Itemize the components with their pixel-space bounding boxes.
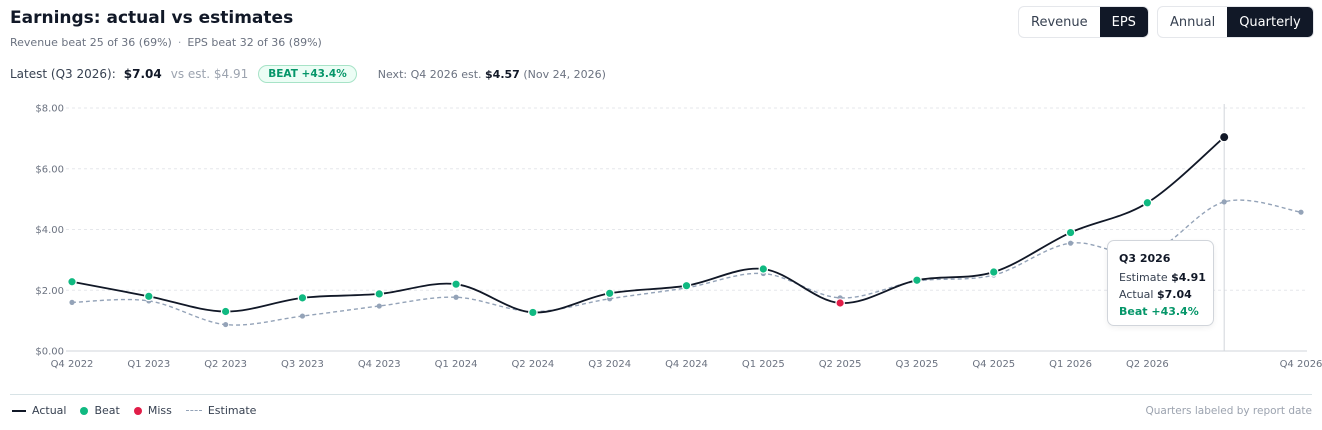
legend-actual-swatch: [12, 409, 26, 412]
latest-label: Latest (Q3 2026):: [10, 67, 116, 81]
tooltip-result: Beat +43.4%: [1119, 305, 1199, 318]
chart-grid: [66, 107, 1307, 352]
eps-beat-summary: EPS beat 32 of 36 (89%): [187, 36, 322, 49]
actual-point-beat: [528, 307, 538, 318]
y-tick-label: $4.00: [35, 225, 64, 236]
legend-estimate-swatch: [185, 410, 202, 411]
next-earnings-label: Next: Q4 2026 est.: [377, 67, 482, 81]
x-tick-label: Q4 2024: [665, 359, 708, 370]
tooltip-actual-value: $7.04: [1156, 288, 1192, 301]
x-tick-label: Q1 2026: [1049, 359, 1092, 370]
chart-footnote: Quarters labeled by report date: [1145, 405, 1312, 417]
tooltip-actual-label: Actual: [1119, 288, 1154, 301]
actual-point-beat: [374, 289, 385, 299]
estimate-point: [453, 294, 459, 300]
x-tick-label: Q2 2023: [204, 359, 247, 370]
next-earnings-date: (Nov 24, 2026): [523, 67, 606, 81]
revenue-beat-summary: Revenue beat 25 of 36 (69%): [10, 36, 172, 49]
x-tick-label: Q2 2025: [819, 359, 862, 370]
beat-badge: BEAT +43.4%: [258, 65, 357, 83]
annual-toggle-button[interactable]: Annual: [1170, 14, 1216, 30]
legend-actual: Actual: [12, 404, 66, 417]
next-earnings: Next: Q4 2026 est. $4.57 (Nov 24, 2026): [378, 68, 606, 81]
actual-point-beat: [297, 293, 308, 303]
legend-estimate-label: Estimate: [207, 404, 257, 417]
next-earnings-value: $4.57: [485, 67, 520, 81]
latest-value: $7.04: [123, 67, 162, 81]
x-tick-label: Q4 2025: [972, 359, 1015, 370]
legend-estimate: Estimate: [185, 404, 257, 417]
page-title: Earnings: actual vs estimates: [10, 8, 294, 28]
estimate-point: [223, 321, 229, 328]
x-tick-label: Q3 2023: [281, 359, 324, 370]
x-tick-label: Q3 2024: [588, 359, 631, 370]
actual-point-beat: [988, 267, 999, 277]
estimate-point: [1298, 209, 1304, 215]
actual-point-beat: [67, 276, 77, 287]
quarterly-toggle-button[interactable]: Quarterly: [1227, 7, 1313, 37]
actual-points[interactable]: [67, 131, 1230, 318]
estimate-point: [1221, 199, 1227, 205]
chart-legend: Actual Beat Miss Estimate: [12, 404, 270, 417]
actual-point-beat: [451, 279, 461, 289]
legend-beat: Beat: [80, 404, 120, 417]
y-axis: $0.00 $2.00 $4.00 $6.00 $8.00: [35, 104, 64, 358]
x-tick-label: Q2 2026: [1126, 359, 1169, 370]
tooltip-estimate-label: Estimate: [1119, 271, 1168, 284]
y-tick-label: $0.00: [35, 347, 64, 358]
legend-beat-swatch: [80, 406, 89, 415]
estimate-point: [299, 313, 306, 319]
x-tick-label: Q3 2025: [896, 359, 939, 370]
tooltip-title: Q3 2026: [1119, 252, 1171, 265]
tooltip-estimate: Estimate $4.91: [1119, 269, 1206, 286]
metric-toggle: Revenue EPS: [1018, 6, 1149, 38]
latest-estimate: vs est. $4.91: [170, 67, 249, 81]
y-tick-label: $2.00: [35, 286, 64, 297]
actual-point-beat: [1065, 227, 1076, 238]
eps-toggle-button[interactable]: EPS: [1099, 7, 1148, 37]
earnings-chart: $0.00 $2.00 $4.00 $6.00 $8.00 Q4 2022 Q1 2023…: [35, 104, 1322, 371]
period-toggle: Annual Quarterly: [1157, 6, 1314, 38]
estimate-point: [69, 299, 75, 305]
tooltip-actual: Actual $7.04: [1119, 286, 1202, 303]
legend-actual-label: Actual: [32, 404, 67, 417]
actual-point-beat: [912, 275, 922, 286]
actual-point-beat: [144, 291, 154, 302]
estimate-point: [376, 303, 382, 309]
legend-divider: [10, 394, 1312, 395]
legend-miss-swatch: [133, 406, 142, 415]
estimate-point: [1067, 240, 1074, 246]
actual-point-beat: [604, 288, 615, 299]
legend-beat-label: Beat: [94, 404, 120, 417]
tooltip-estimate-value: $4.91: [1171, 271, 1206, 284]
y-tick-label: $6.00: [35, 164, 64, 175]
latest-summary: Latest (Q3 2026): $7.04 vs est. $4.91 BE…: [10, 64, 606, 84]
legend-miss: Miss: [133, 404, 172, 417]
y-tick-label: $8.00: [35, 104, 64, 115]
x-tick-label: Q1 2023: [127, 359, 170, 370]
actual-point-beat: [1142, 197, 1153, 208]
actual-point-beat: [681, 280, 692, 291]
actual-point-miss: [835, 298, 845, 308]
x-tick-label: Q4 2022: [51, 359, 94, 370]
x-tick-label: Q1 2025: [742, 359, 785, 370]
x-tick-label: Q4 2023: [358, 359, 401, 370]
x-tick-label: Q2 2024: [511, 359, 554, 370]
legend-miss-label: Miss: [147, 404, 172, 417]
actual-point-beat: [220, 306, 231, 317]
x-tick-label: Q4 2026: [1280, 359, 1322, 370]
x-axis: Q4 2022 Q1 2023 Q2 2023 Q3 2023 Q4 2023 Q1 20…: [51, 359, 1322, 370]
chart-tooltip: Q3 2026 Estimate $4.91 Actual $7.04 Beat…: [1107, 240, 1214, 326]
summary-separator: ·: [177, 36, 182, 49]
estimate-series-line: [71, 199, 1302, 326]
revenue-toggle-button[interactable]: Revenue: [1031, 14, 1088, 30]
actual-point-beat: [758, 264, 769, 274]
x-tick-label: Q1 2024: [435, 359, 478, 370]
beat-summary: Revenue beat 25 of 36 (69%) · EPS beat 32 …: [10, 36, 322, 49]
actual-point-highlighted: [1218, 131, 1230, 143]
actual-series-line: [71, 136, 1225, 314]
